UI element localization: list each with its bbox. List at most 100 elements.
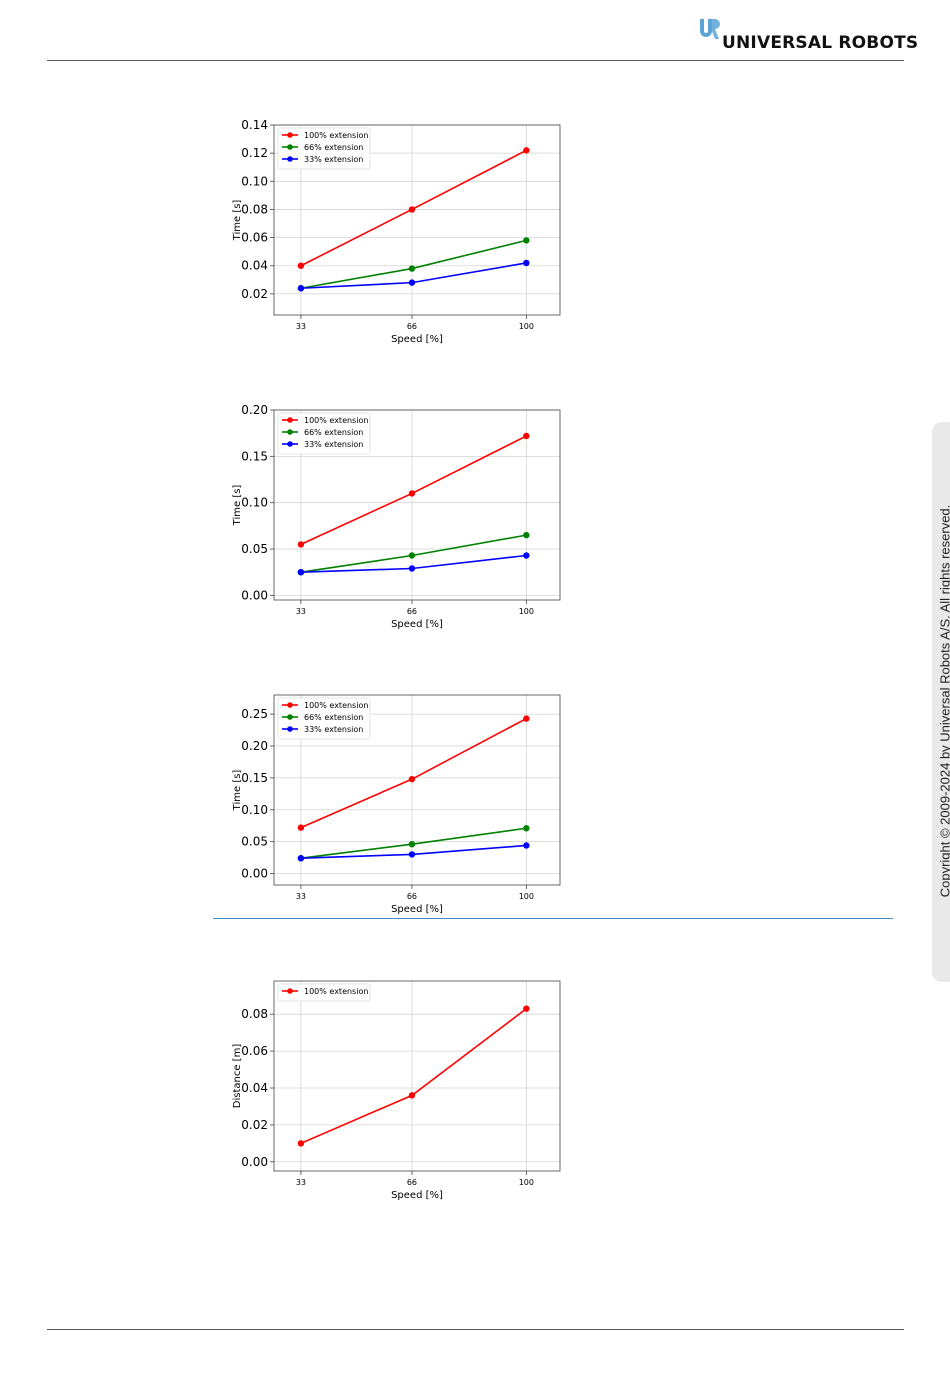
y-tick-label: 0.20	[241, 403, 268, 417]
legend-label: 100% extension	[304, 987, 368, 996]
header-logo: UNIVERSAL ROBOTS	[698, 16, 918, 56]
x-tick-label: 66	[407, 607, 417, 616]
data-point	[408, 565, 416, 572]
x-tick-label: 33	[296, 1178, 306, 1187]
x-axis-label: Speed [%]	[391, 619, 443, 630]
x-tick-label: 100	[519, 607, 534, 616]
y-tick-label: 0.10	[241, 496, 268, 510]
y-tick-label: 0.05	[241, 542, 268, 556]
legend-label: 33% extension	[304, 725, 363, 734]
footer-divider	[47, 1329, 904, 1330]
plot-frame	[273, 694, 561, 886]
y-tick-label: 0.14	[241, 118, 268, 132]
legend-label: 100% extension	[304, 701, 368, 710]
y-tick-label: 0.10	[241, 803, 268, 817]
data-point	[297, 1140, 305, 1147]
x-tick-label: 66	[407, 1178, 417, 1187]
y-tick-label: 0.00	[241, 1155, 268, 1169]
section-divider	[213, 918, 893, 919]
y-tick-label: 0.12	[241, 146, 268, 160]
chart-3-svg: 0.00 0.05 0.10 0.15 0.20 0.25 33 66 100 Speed [%]…	[232, 694, 561, 915]
plot-frame	[273, 409, 561, 601]
x-tick-label: 66	[407, 322, 417, 331]
series-line	[300, 1008, 527, 1145]
side-tab	[932, 422, 950, 982]
data-point	[523, 552, 530, 559]
legend-label: 66% extension	[304, 428, 363, 437]
data-point	[408, 775, 416, 783]
data-point	[297, 855, 305, 862]
ur-logo-icon	[700, 19, 720, 39]
legend-swatch-marker	[287, 144, 293, 150]
chart-1-svg: 0.02 0.04 0.06 0.08 0.10 0.12 0.14 33 66 100 Speed…	[232, 118, 561, 345]
data-point	[297, 262, 305, 269]
data-point	[408, 851, 416, 858]
y-tick-label: 0.06	[241, 1044, 268, 1058]
legend-swatch-marker	[287, 441, 293, 447]
data-point	[408, 490, 416, 497]
data-point	[523, 531, 530, 539]
legend-swatch-marker	[287, 156, 293, 162]
data-point	[297, 824, 305, 831]
legend-label: 100% extension	[304, 131, 368, 140]
y-tick-label: 0.15	[241, 449, 268, 463]
legend-box	[277, 412, 371, 455]
legend-swatch-marker	[287, 988, 293, 994]
data-point	[408, 840, 416, 848]
legend-box	[277, 127, 371, 170]
chart-1: 0.02 0.04 0.06 0.08 0.10 0.12 0.14 33 66 100 Speed…	[228, 110, 568, 350]
x-tick-label: 33	[296, 607, 306, 616]
chart-3: 0.00 0.05 0.10 0.15 0.20 0.25 33 66 100 Speed [%]…	[228, 680, 568, 920]
y-axis-label: Distance [m]	[232, 1044, 243, 1109]
x-tick-label: 100	[519, 1178, 534, 1187]
data-point	[523, 432, 530, 440]
legend-swatch-marker	[287, 702, 293, 708]
data-point	[297, 285, 305, 292]
legend-label: 66% extension	[304, 143, 363, 152]
y-axis-label: Time [s]	[232, 485, 243, 527]
x-axis-label: Speed [%]	[391, 1190, 443, 1201]
x-tick-label: 33	[296, 322, 306, 331]
x-tick-label: 33	[296, 892, 306, 901]
data-point	[297, 568, 305, 576]
data-point	[408, 265, 416, 272]
data-point	[523, 842, 530, 849]
y-tick-label: 0.25	[241, 707, 268, 721]
data-point	[408, 279, 416, 286]
legend-swatch-marker	[287, 726, 293, 732]
data-point	[297, 541, 305, 548]
chart-2: 0.00 0.05 0.10 0.15 0.20 33 66 100 Speed [%] Time…	[228, 395, 568, 635]
data-point	[523, 259, 530, 267]
y-tick-label: 0.08	[241, 202, 268, 216]
y-tick-label: 0.15	[241, 771, 268, 785]
y-tick-label: 0.02	[241, 287, 268, 301]
x-tick-label: 66	[407, 892, 417, 901]
legend-label: 33% extension	[304, 155, 363, 164]
legend-swatch-marker	[287, 417, 293, 423]
x-axis-label: Speed [%]	[391, 334, 443, 345]
data-point	[408, 552, 416, 559]
data-point	[408, 1092, 416, 1099]
legend-swatch-marker	[287, 429, 293, 435]
chart-2-svg: 0.00 0.05 0.10 0.15 0.20 33 66 100 Speed [%] Time…	[232, 403, 561, 630]
y-tick-label: 0.04	[241, 1081, 268, 1095]
chart-4-svg: 0.00 0.02 0.04 0.06 0.08 33 66 100 Speed [%] Dist…	[232, 980, 561, 1201]
x-tick-label: 100	[519, 322, 534, 331]
data-point	[523, 715, 530, 722]
legend-swatch-marker	[287, 714, 293, 720]
legend-label: 100% extension	[304, 416, 368, 425]
x-axis-label: Speed [%]	[391, 904, 443, 915]
y-tick-label: 0.02	[241, 1118, 268, 1132]
y-tick-label: 0.06	[241, 231, 268, 245]
header-divider	[47, 60, 904, 61]
chart-4: 0.00 0.02 0.04 0.06 0.08 33 66 100 Speed [%] Dist…	[228, 966, 568, 1206]
y-tick-label: 0.05	[241, 835, 268, 849]
y-axis-label: Time [s]	[232, 770, 243, 812]
data-point	[523, 1005, 530, 1012]
data-point	[523, 147, 530, 154]
y-axis-label: Time [s]	[232, 200, 243, 242]
y-tick-label: 0.00	[241, 867, 268, 881]
legend-box	[277, 983, 371, 1002]
y-tick-label: 0.00	[241, 588, 268, 602]
plot-frame	[273, 124, 561, 316]
